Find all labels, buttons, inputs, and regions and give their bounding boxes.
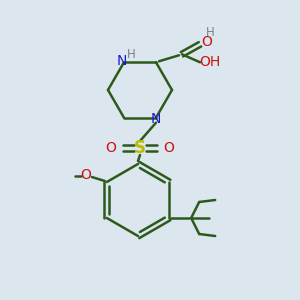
Text: O: O <box>80 168 91 182</box>
Text: O: O <box>202 35 212 49</box>
Text: N: N <box>117 54 127 68</box>
Text: H: H <box>206 26 214 39</box>
Text: O: O <box>164 141 174 155</box>
Text: N: N <box>151 112 161 126</box>
Text: OH: OH <box>200 55 220 69</box>
Text: O: O <box>106 141 116 155</box>
Text: H: H <box>127 48 135 61</box>
Text: S: S <box>134 139 146 157</box>
